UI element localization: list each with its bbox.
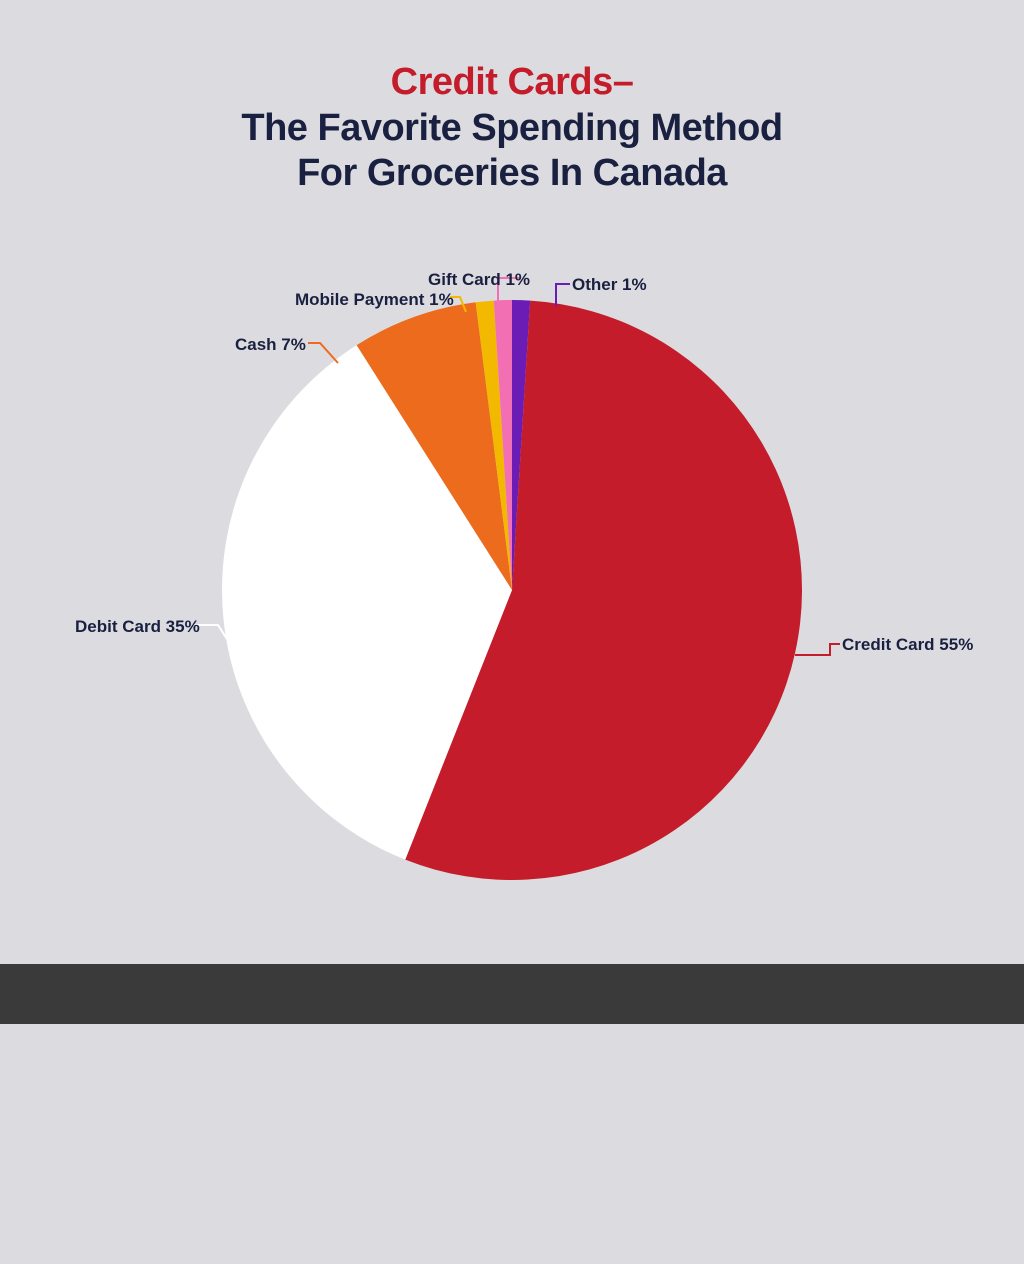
pie-chart: Other 1% Credit Card 55% Debit Card 35% Cas… (0, 240, 1024, 940)
slice-label-other: Other 1% (572, 275, 647, 295)
title-line-3: For Groceries In Canada (0, 151, 1024, 197)
footer-bar (0, 964, 1024, 1024)
slice-label-mobile-payment: Mobile Payment 1% (295, 290, 454, 310)
slice-label-cash: Cash 7% (235, 335, 306, 355)
pie-svg (222, 300, 802, 880)
slice-label-debit-card: Debit Card 35% (75, 617, 200, 637)
chart-title: Credit Cards– The Favorite Spending Meth… (0, 0, 1024, 197)
slice-label-credit-card: Credit Card 55% (842, 635, 973, 655)
slice-label-gift-card: Gift Card 1% (428, 270, 530, 290)
title-line-1: Credit Cards– (0, 60, 1024, 106)
title-line-2: The Favorite Spending Method (0, 106, 1024, 152)
